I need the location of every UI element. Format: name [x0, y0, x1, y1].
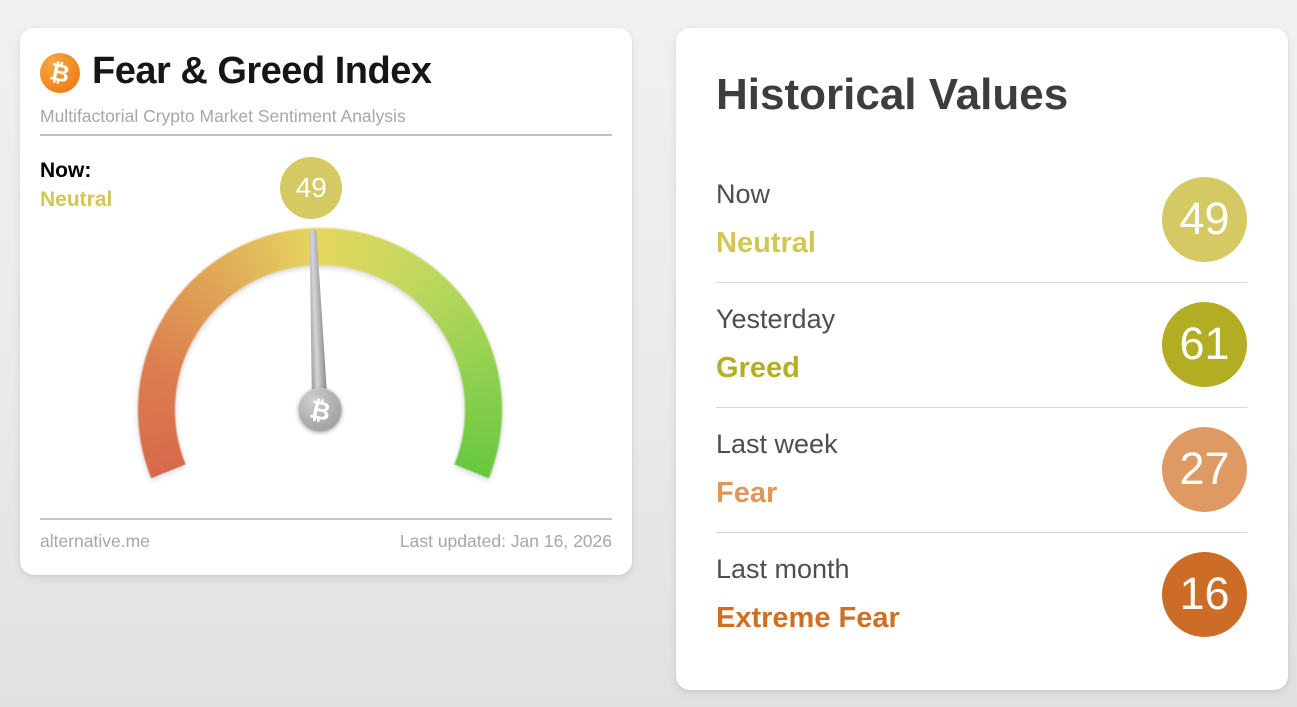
history-row-now: Now Neutral 49 [716, 158, 1247, 282]
bitcoin-glyph: ₿ [307, 393, 333, 427]
source-link[interactable]: alternative.me [40, 531, 150, 551]
current-reading: Now: Neutral [40, 156, 112, 214]
history-row-last-month: Last month Extreme Fear 16 [716, 531, 1247, 657]
widget-title: Fear & Greed Index [92, 50, 432, 92]
history-row-label: Last week [716, 428, 838, 459]
gauge-value-badge: 49 [280, 157, 343, 220]
historical-values-title: Historical Values [716, 70, 1069, 119]
history-row-classification: Neutral [716, 226, 816, 259]
bitcoin-glyph: ₿ [47, 57, 73, 89]
history-row-classification: Greed [716, 351, 800, 384]
historical-values-list: Now Neutral 49 Yesterday Greed 61 Last w… [716, 158, 1247, 657]
widget-subtitle: Multifactorial Crypto Market Sentiment A… [40, 106, 406, 126]
history-row-label: Now [716, 178, 771, 209]
gauge-hub: ₿ [298, 388, 342, 432]
history-row-classification: Fear [716, 476, 778, 509]
historical-values-card: Historical Values Now Neutral 49 Yesterd… [676, 28, 1288, 690]
header-divider [40, 134, 612, 136]
history-row-label: Yesterday [716, 303, 836, 334]
bitcoin-icon: ₿ [40, 53, 80, 93]
history-value-badge: 61 [1162, 301, 1247, 387]
now-label: Now: [40, 159, 92, 182]
history-value-badge: 49 [1162, 176, 1247, 262]
history-row-last-week: Last week Fear 27 [716, 406, 1247, 532]
history-row-classification: Extreme Fear [716, 601, 900, 634]
fear-greed-widget-card: ₿ Fear & Greed Index Multifactorial Cryp… [20, 28, 632, 593]
history-value-badge: 16 [1162, 551, 1247, 637]
now-classification: Neutral [40, 188, 113, 211]
history-row-yesterday: Yesterday Greed 61 [716, 281, 1247, 407]
history-value-badge: 27 [1162, 426, 1247, 512]
history-row-label: Last month [716, 553, 850, 584]
